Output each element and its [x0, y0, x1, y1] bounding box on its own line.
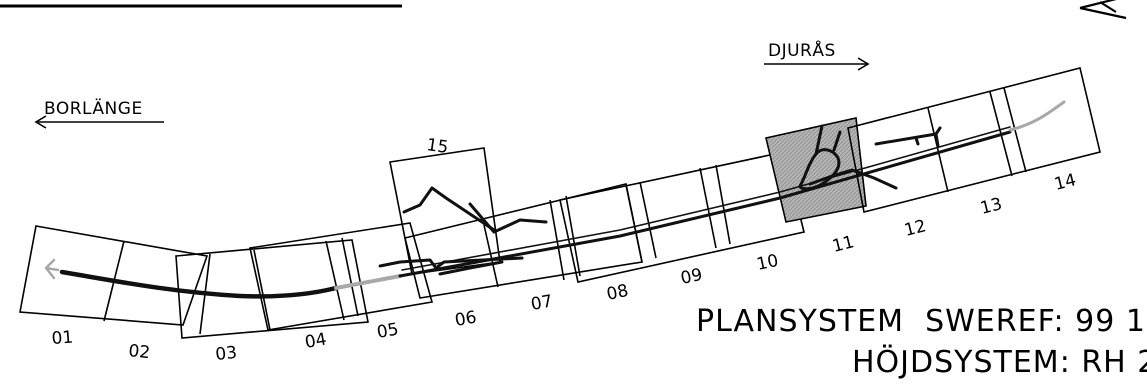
sheet-frame-06-08 — [404, 183, 643, 299]
plan-system-label: PLANSYSTEM SWEREF: 99 15 — [696, 304, 1147, 339]
sheet-label-03: 03 — [214, 343, 238, 365]
sheet-label-12: 12 — [902, 216, 928, 241]
place-label-east: DJURÅS — [768, 39, 836, 61]
sheet-label-10: 10 — [755, 251, 780, 275]
sheet-labels: 01 02 03 04 05 06 07 08 09 10 11 12 13 1… — [51, 135, 1078, 365]
sheet-frame-12-14 — [847, 67, 1101, 213]
sheet-label-15: 15 — [425, 135, 449, 158]
place-borlange: BORLÄNGE — [34, 98, 164, 129]
sheet-label-07: 07 — [529, 291, 554, 314]
place-label-west: BORLÄNGE — [44, 98, 143, 119]
sheet-frame-02-03 — [175, 239, 369, 339]
sheet-label-14: 14 — [1052, 170, 1078, 195]
place-djuras: DJURÅS — [764, 39, 870, 71]
road-alignment — [44, 100, 1066, 299]
sheet-frame-01 — [19, 225, 209, 326]
sheet-label-08: 08 — [605, 281, 630, 305]
sheet-frame-08-10 — [559, 151, 805, 283]
height-system-label: HÖJDSYSTEM: RH 2 — [852, 344, 1147, 380]
sheet-frames — [19, 67, 1101, 339]
north-arrow-icon — [1079, 0, 1127, 20]
sheet-label-09: 09 — [679, 265, 704, 289]
sheet-label-13: 13 — [978, 194, 1004, 219]
sheet-label-06: 06 — [453, 307, 478, 330]
sheet-label-02: 02 — [127, 341, 151, 363]
sheet-label-11: 11 — [830, 232, 856, 257]
sheet-label-01: 01 — [51, 328, 74, 349]
sheet-label-04: 04 — [303, 329, 328, 352]
sheet-label-05: 05 — [375, 319, 400, 342]
sheet-frame-04-05 — [249, 222, 434, 331]
